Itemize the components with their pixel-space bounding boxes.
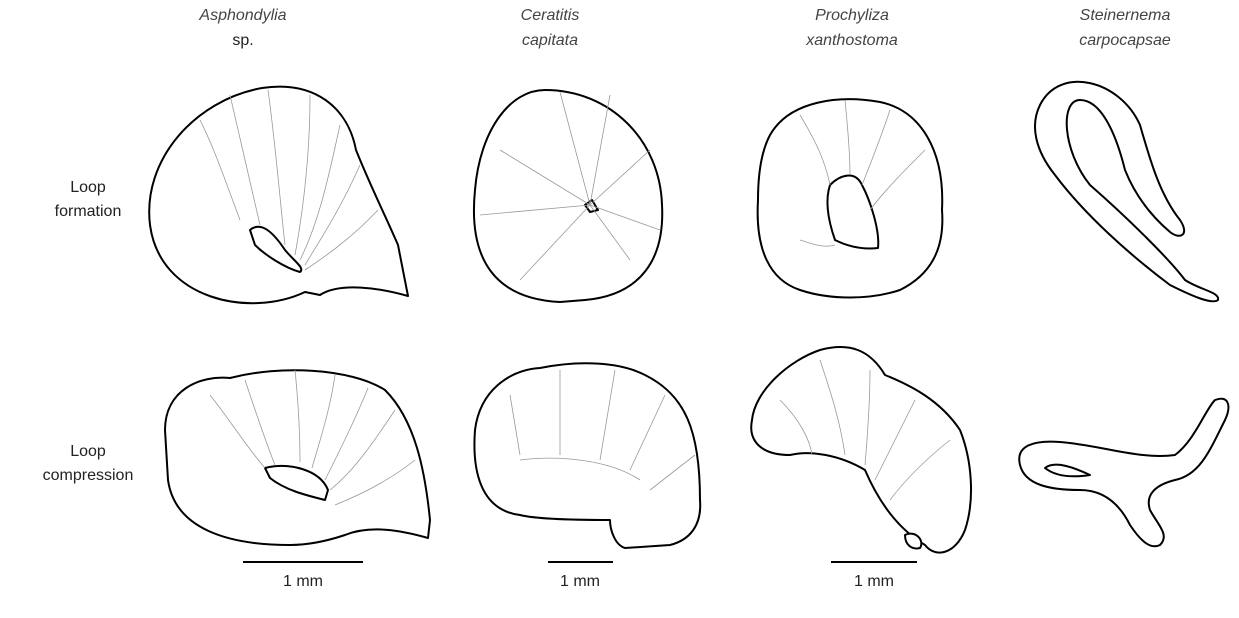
column-genus: Asphondylia [198,7,286,24]
column-species: capitata [522,32,578,49]
scale-bar-label: 1 mm [560,573,600,590]
larva-asphondylia-formation [149,87,408,304]
worm-steinernema-formation [1035,82,1218,302]
row-label: formation [55,203,122,220]
larva-ceratitis-formation [474,90,662,302]
row-label: compression [43,467,134,484]
column-species: xanthostoma [805,32,898,49]
row-label: Loop [70,443,106,460]
worm-steinernema-compression [1019,399,1228,547]
larva-prochyliza-compression [751,347,971,553]
column-genus: Ceratitis [521,7,580,24]
column-genus: Steinernema [1080,7,1171,24]
scale-bar-label: 1 mm [283,573,323,590]
column-genus: Prochyliza [815,7,889,24]
figure: Asphondylia sp. Ceratitis capitata Proch… [0,0,1239,618]
larva-ceratitis-compression [474,363,700,548]
larva-asphondylia-compression [165,370,430,545]
row-label: Loop [70,179,106,196]
larva-prochyliza-formation [758,99,943,297]
column-species: carpocapsae [1079,32,1171,49]
column-species: sp. [232,32,253,49]
scale-bar-label: 1 mm [854,573,894,590]
